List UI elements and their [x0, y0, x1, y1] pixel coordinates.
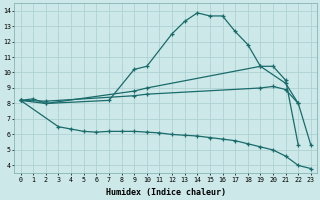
X-axis label: Humidex (Indice chaleur): Humidex (Indice chaleur) [106, 188, 226, 197]
